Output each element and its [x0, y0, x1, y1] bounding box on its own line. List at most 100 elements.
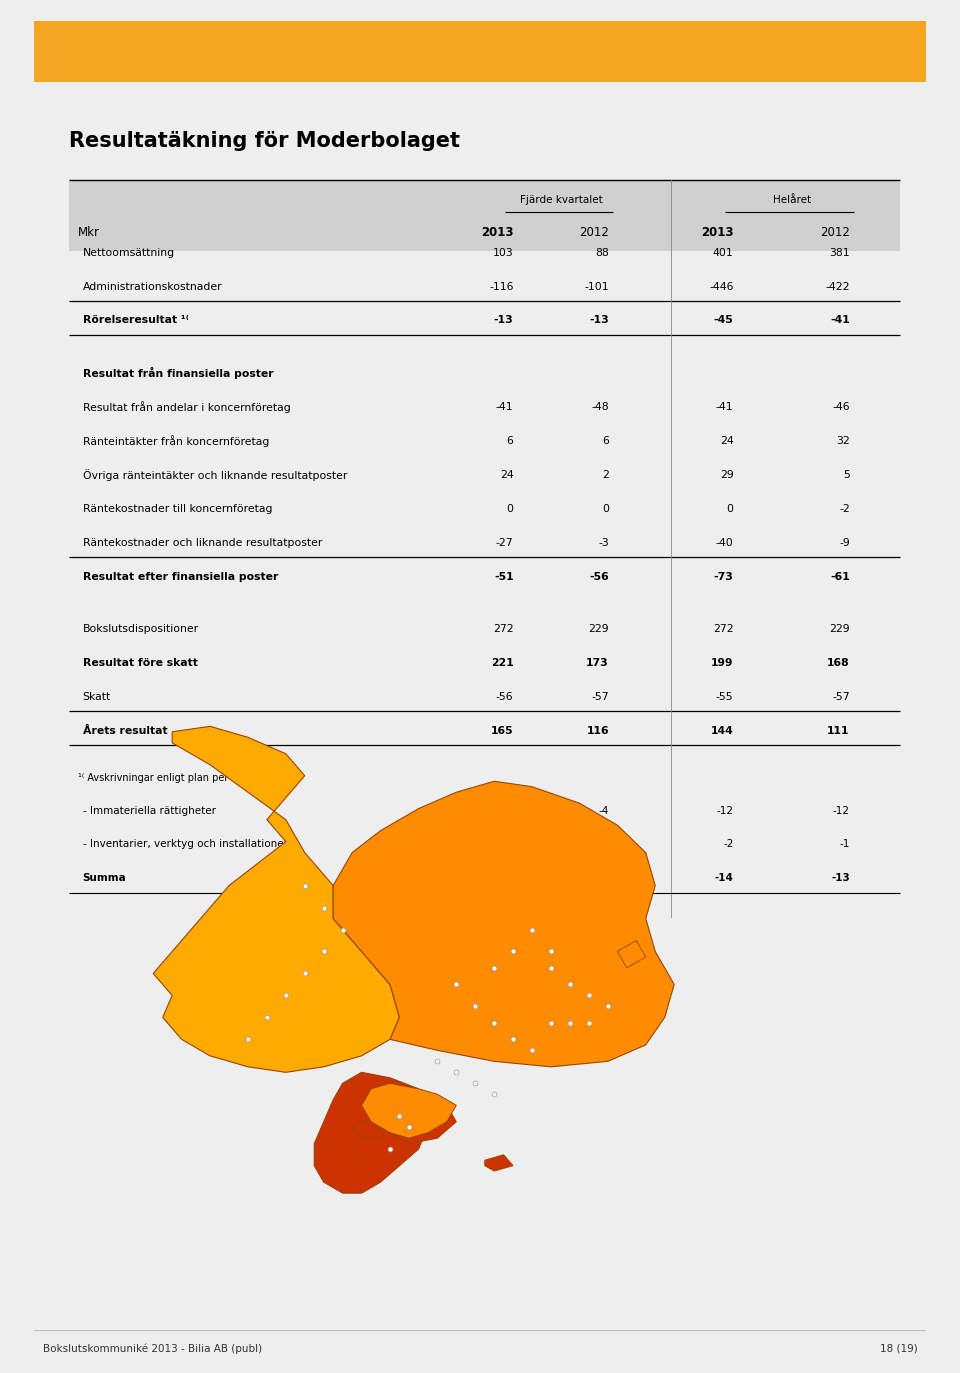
Text: 6: 6 [602, 435, 609, 446]
Text: Summa: Summa [83, 873, 127, 883]
Text: 0: 0 [507, 839, 514, 850]
Text: -51: -51 [493, 571, 514, 582]
Text: 2012: 2012 [579, 225, 609, 239]
Text: 24: 24 [500, 470, 514, 479]
Text: Fjärde kvartalet: Fjärde kvartalet [520, 195, 603, 205]
Text: -57: -57 [832, 692, 850, 702]
Text: -1: -1 [839, 839, 850, 850]
FancyBboxPatch shape [34, 21, 926, 82]
Text: -27: -27 [496, 538, 514, 548]
Text: -4: -4 [597, 873, 609, 883]
Text: 18 (19): 18 (19) [879, 1344, 918, 1354]
Text: Nettoomsättning: Nettoomsättning [83, 247, 175, 258]
Text: 6: 6 [507, 435, 514, 446]
Text: 2: 2 [602, 470, 609, 479]
Text: 272: 272 [713, 625, 733, 634]
Text: -9: -9 [839, 538, 850, 548]
Text: 2013: 2013 [701, 225, 733, 239]
Text: 165: 165 [491, 726, 514, 736]
Text: -14: -14 [714, 873, 733, 883]
Polygon shape [485, 1155, 514, 1171]
Text: -41: -41 [496, 402, 514, 412]
Text: -61: -61 [830, 571, 850, 582]
Text: -446: -446 [709, 281, 733, 291]
Polygon shape [352, 1116, 390, 1138]
Text: 0: 0 [603, 839, 609, 850]
Text: - Inventarier, verktyg och installationer: - Inventarier, verktyg och installatione… [83, 839, 288, 850]
Text: Resultat från finansiella poster: Resultat från finansiella poster [83, 367, 274, 379]
Text: 173: 173 [587, 658, 609, 669]
Polygon shape [314, 1072, 428, 1193]
Text: -3: -3 [598, 538, 609, 548]
Text: -45: -45 [714, 316, 733, 325]
Text: 221: 221 [491, 658, 514, 669]
Text: 229: 229 [829, 625, 850, 634]
Text: -2: -2 [839, 504, 850, 514]
Text: Årets resultat: Årets resultat [83, 726, 167, 736]
Polygon shape [362, 1083, 456, 1138]
Text: Administrationskostnader: Administrationskostnader [83, 281, 223, 291]
Polygon shape [617, 941, 646, 968]
Text: 0: 0 [727, 504, 733, 514]
Text: Helåret: Helåret [773, 195, 811, 205]
Text: -101: -101 [585, 281, 609, 291]
Text: Övriga ränteintäkter och liknande resultatposter: Övriga ränteintäkter och liknande result… [83, 468, 348, 481]
Text: 111: 111 [828, 726, 850, 736]
Text: 88: 88 [595, 247, 609, 258]
Text: 229: 229 [588, 625, 609, 634]
Text: ¹⁽ Avskrivningar enligt plan per tillgångsslag:: ¹⁽ Avskrivningar enligt plan per tillgån… [79, 770, 297, 783]
Text: -48: -48 [591, 402, 609, 412]
Text: Skatt: Skatt [83, 692, 111, 702]
Text: -12: -12 [832, 806, 850, 816]
Text: Ränteintäkter från koncernföretag: Ränteintäkter från koncernföretag [83, 435, 269, 446]
Text: -55: -55 [716, 692, 733, 702]
Text: Resultat från andelar i koncernföretag: Resultat från andelar i koncernföretag [83, 401, 291, 413]
Text: 32: 32 [836, 435, 850, 446]
Text: 29: 29 [720, 470, 733, 479]
Text: 168: 168 [828, 658, 850, 669]
Text: -12: -12 [716, 806, 733, 816]
Text: -46: -46 [832, 402, 850, 412]
Text: -116: -116 [489, 281, 514, 291]
Text: -13: -13 [831, 873, 850, 883]
Text: Resultat efter finansiella poster: Resultat efter finansiella poster [83, 571, 278, 582]
Text: Resultatäkning för Moderbolaget: Resultatäkning för Moderbolaget [69, 132, 460, 151]
Text: 5: 5 [843, 470, 850, 479]
Text: 24: 24 [720, 435, 733, 446]
Text: -3: -3 [502, 873, 514, 883]
Text: Rörelseresultat ¹⁽: Rörelseresultat ¹⁽ [83, 316, 188, 325]
Text: -3: -3 [503, 806, 514, 816]
Text: Bokslutsdispositioner: Bokslutsdispositioner [83, 625, 199, 634]
Text: 401: 401 [713, 247, 733, 258]
Text: 272: 272 [492, 625, 514, 634]
Text: Räntekostnader till koncernföretag: Räntekostnader till koncernföretag [83, 504, 273, 514]
Text: -4: -4 [599, 806, 609, 816]
Text: Räntekostnader och liknande resultatposter: Räntekostnader och liknande resultatpost… [83, 538, 322, 548]
Polygon shape [154, 726, 399, 1072]
Text: 0: 0 [602, 504, 609, 514]
Text: 199: 199 [711, 658, 733, 669]
FancyBboxPatch shape [69, 180, 900, 251]
Text: 2013: 2013 [481, 225, 514, 239]
Text: Mkr: Mkr [79, 225, 100, 239]
Text: 381: 381 [829, 247, 850, 258]
Text: -73: -73 [713, 571, 733, 582]
Text: -41: -41 [830, 316, 850, 325]
Text: Bokslutskommuniké 2013 - Bilia AB (publ): Bokslutskommuniké 2013 - Bilia AB (publ) [42, 1344, 262, 1354]
Text: -13: -13 [493, 316, 514, 325]
Text: -40: -40 [716, 538, 733, 548]
Text: -13: -13 [589, 316, 609, 325]
Text: 2012: 2012 [820, 225, 850, 239]
Text: -41: -41 [716, 402, 733, 412]
Text: 144: 144 [710, 726, 733, 736]
Text: -56: -56 [589, 571, 609, 582]
Text: Resultat före skatt: Resultat före skatt [83, 658, 198, 669]
Polygon shape [380, 1094, 456, 1144]
Text: 116: 116 [587, 726, 609, 736]
Text: 0: 0 [507, 504, 514, 514]
Text: -56: -56 [496, 692, 514, 702]
Polygon shape [333, 781, 674, 1067]
Text: - Immateriella rättigheter: - Immateriella rättigheter [83, 806, 216, 816]
Text: -57: -57 [591, 692, 609, 702]
Text: -2: -2 [723, 839, 733, 850]
